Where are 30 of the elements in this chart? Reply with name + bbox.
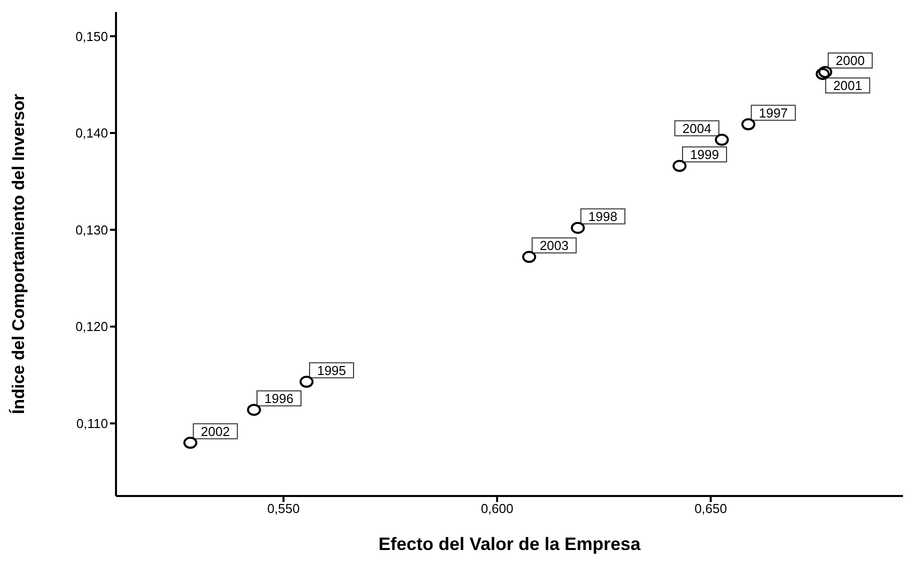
annotation: 2004 <box>682 120 712 136</box>
point <box>247 404 262 416</box>
annotation: 2003 <box>540 238 569 253</box>
annotation: 1999 <box>690 146 720 162</box>
point <box>714 134 729 146</box>
point <box>672 160 687 172</box>
y-tick-label: 0,120 <box>75 319 108 334</box>
x-axis-title: Efecto del Valor de la Empresa <box>378 534 642 554</box>
x-tick-label: 0,600 <box>480 501 514 516</box>
point <box>741 118 756 130</box>
y-tick-label: 0,150 <box>75 28 108 44</box>
point <box>522 250 536 263</box>
annotation: 1995 <box>317 362 346 378</box>
x-tick-label: 0,550 <box>267 501 300 516</box>
point <box>183 436 198 449</box>
annotation: 1998 <box>588 208 618 224</box>
point <box>818 66 832 78</box>
annotation: 1997 <box>758 105 788 120</box>
annotation: 2001 <box>833 78 862 93</box>
x-tick-label: 0,650 <box>694 501 728 516</box>
point <box>300 376 314 388</box>
point <box>570 222 585 234</box>
annotation: 2002 <box>200 424 230 439</box>
annotation: 2000 <box>836 53 865 68</box>
annotation: 1996 <box>264 390 294 406</box>
y-axis-title: Índice del Comportamiento del Inversor <box>8 94 28 414</box>
y-tick-label: 0,140 <box>75 126 108 141</box>
y-tick-label: 0,110 <box>76 416 108 432</box>
y-tick-label: 0,130 <box>75 222 108 238</box>
point <box>816 68 830 80</box>
